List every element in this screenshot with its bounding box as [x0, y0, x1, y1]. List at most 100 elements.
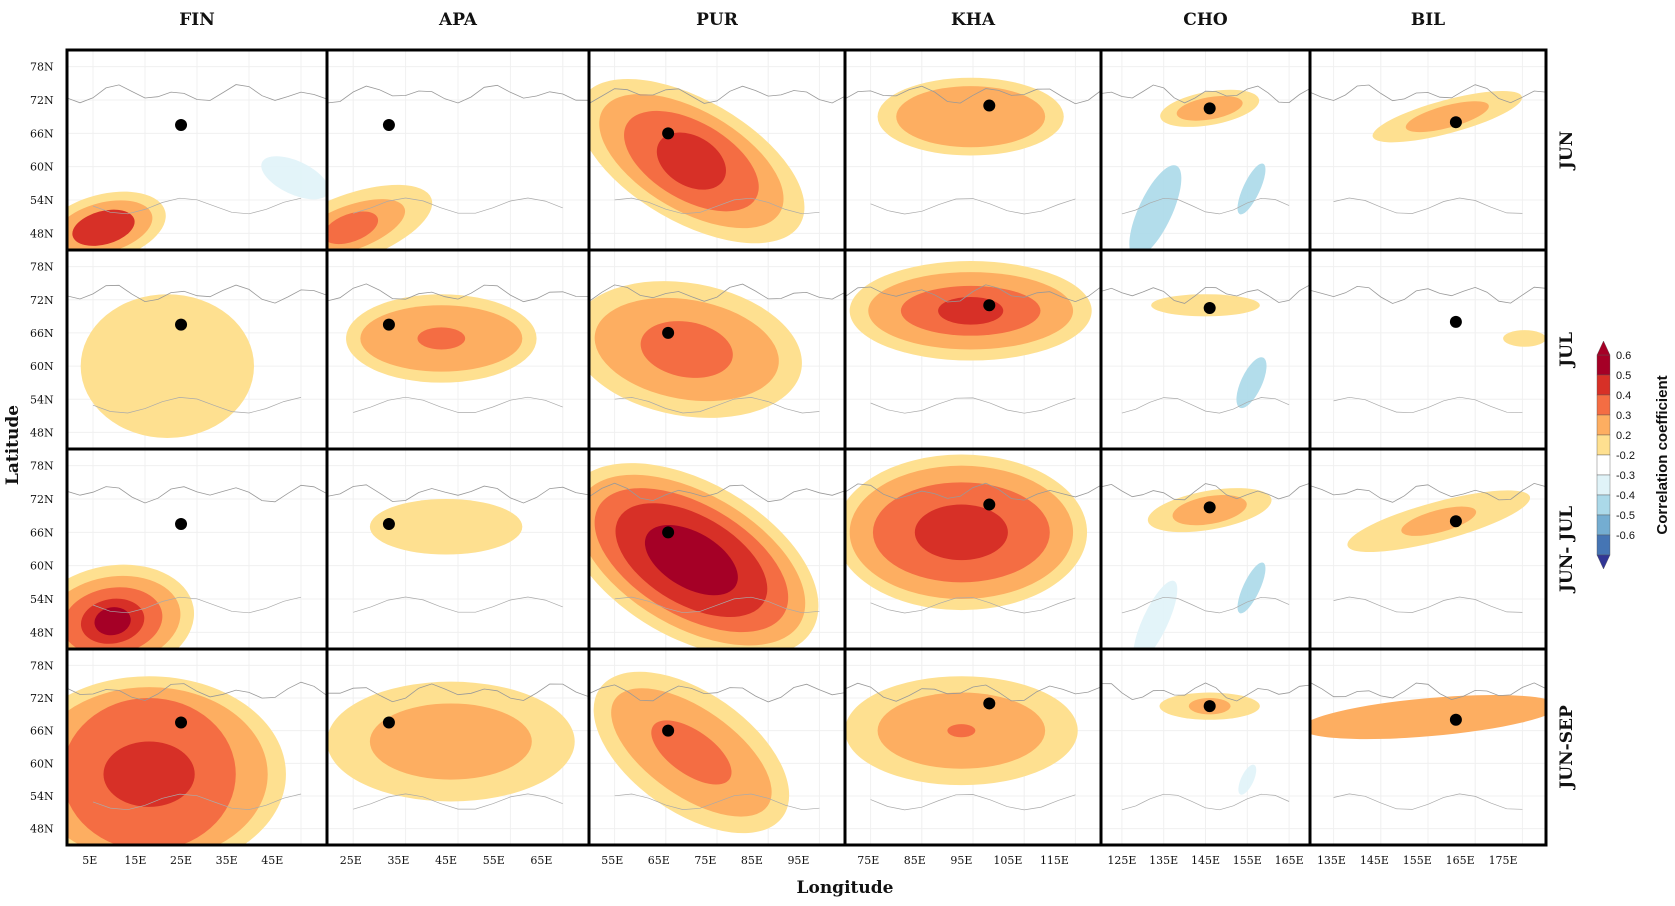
site-marker-fin	[175, 318, 188, 331]
colorbar-tick-label: 0.6	[1616, 350, 1631, 362]
map-panel-cho-row-3	[1101, 449, 1310, 649]
lat-tick-label: 66N	[30, 526, 54, 539]
colorbar-tick-label: 0.4	[1616, 390, 1631, 402]
colorbar-segment	[1596, 394, 1611, 416]
lon-tick-label: 45E	[435, 854, 457, 867]
map-panel-cho-row-2	[1101, 250, 1310, 449]
lat-tick-label: 78N	[30, 460, 54, 473]
site-marker-bil	[1449, 315, 1462, 328]
colorbar-tick-label: -0.2	[1616, 450, 1635, 462]
lat-tick-label: 78N	[30, 659, 54, 672]
lat-tick-label: 78N	[30, 61, 54, 74]
site-marker-pur	[662, 526, 675, 539]
lon-tick-label: 155E	[1403, 854, 1432, 867]
map-panel-apa-row-2	[327, 250, 589, 449]
map-panel-fin-row-2	[67, 250, 327, 449]
lon-tick-label: 55E	[483, 854, 505, 867]
site-marker-cho	[1203, 700, 1216, 713]
map-panel-fin-row-3	[67, 449, 327, 649]
colorbar-segment	[1596, 534, 1611, 556]
colorbar-tick-label: 0.3	[1616, 410, 1631, 422]
lon-tick-label: 105E	[993, 854, 1022, 867]
lon-tick-label: 25E	[340, 854, 362, 867]
colorbar: 0.6 0.5 0.4 0.3 0.2 -0.2 -0.3 -0.4 -0.5 -0.6 Corre…	[1596, 340, 1671, 570]
lon-tick-label: 165E	[1446, 854, 1475, 867]
lon-tick-label: 155E	[1233, 854, 1262, 867]
lat-tick-label: 72N	[30, 294, 54, 307]
lat-tick-label: 60N	[30, 360, 54, 373]
column-title-pur: PUR	[696, 10, 739, 30]
site-marker-apa	[382, 318, 395, 331]
lat-tick-label: 48N	[30, 426, 54, 439]
lon-tick-label: 75E	[857, 854, 879, 867]
row-title-4: JUN-SEP	[1557, 705, 1577, 791]
colorbar-tick-label: -0.6	[1616, 530, 1635, 542]
site-marker-apa	[382, 716, 395, 729]
site-marker-apa	[382, 119, 395, 131]
lon-tick-label: 85E	[904, 854, 926, 867]
site-marker-fin	[175, 119, 188, 131]
colorbar-tick-label: 0.5	[1616, 370, 1631, 382]
lon-tick-label: 95E	[950, 854, 972, 867]
lat-tick-label: 60N	[30, 757, 54, 770]
colorbar-tick-label: 0.2	[1616, 430, 1631, 442]
lat-tick-label: 66N	[30, 725, 54, 738]
site-marker-bil	[1449, 515, 1462, 528]
site-marker-kha	[983, 697, 996, 710]
map-panel-pur-row-1	[589, 50, 845, 250]
colorbar-segment	[1596, 454, 1611, 476]
site-marker-bil	[1449, 116, 1462, 129]
lon-tick-label: 25E	[170, 854, 192, 867]
map-panel-fin-row-4	[67, 649, 327, 845]
lon-tick-label: 175E	[1489, 854, 1518, 867]
lon-tick-label: 65E	[530, 854, 552, 867]
site-marker-cho	[1203, 302, 1216, 315]
colorbar-segment	[1596, 474, 1611, 496]
lon-tick-label: 95E	[787, 854, 809, 867]
lon-tick-label: 85E	[741, 854, 763, 867]
colorbar-segment	[1596, 434, 1611, 456]
lat-tick-label: 66N	[30, 327, 54, 340]
colorbar-title: Correlation coefficient	[1654, 375, 1671, 534]
map-panel-bil-row-3	[1310, 449, 1546, 649]
column-title-apa: APA	[438, 10, 478, 30]
map-panel-bil-row-2	[1310, 250, 1546, 449]
colorbar-segment	[1596, 374, 1611, 396]
x-axis-title: Longitude	[797, 878, 894, 898]
lat-tick-label: 54N	[30, 593, 54, 606]
lat-tick-label: 54N	[30, 194, 54, 207]
map-panel-apa-row-1	[327, 50, 589, 250]
site-marker-pur	[662, 724, 675, 737]
lon-tick-label: 145E	[1191, 854, 1220, 867]
longitude-tick-labels: 5E 15E 25E 35E 45E 25E 35E 45E 55E 65E 55E 65E 75E 85…	[82, 854, 1517, 867]
colorbar-segment	[1596, 354, 1611, 376]
site-marker-kha	[983, 498, 996, 511]
map-panel-kha-row-4	[845, 649, 1101, 845]
lat-tick-label: 78N	[30, 261, 54, 274]
lon-tick-label: 135E	[1149, 854, 1178, 867]
latitude-tick-labels: 78N 72N 66N 60N 54N 48N 78N 72N 66N 60N 54N 48N 78N 7…	[30, 61, 54, 836]
column-title-cho: CHO	[1183, 10, 1228, 30]
lon-tick-label: 55E	[601, 854, 623, 867]
lat-tick-label: 66N	[30, 127, 54, 140]
map-panel-pur-row-3	[589, 449, 845, 649]
site-marker-pur	[662, 326, 675, 339]
colorbar-segment	[1596, 414, 1611, 436]
colorbar-tick-label: -0.4	[1616, 490, 1635, 502]
row-titles: JUN JUL JUN- JUL JUN-SEP	[1557, 131, 1577, 791]
site-marker-cho	[1203, 501, 1216, 514]
map-panels	[65, 48, 1548, 847]
row-title-2: JUL	[1557, 332, 1577, 369]
site-marker-fin	[175, 518, 188, 530]
site-marker-kha	[983, 99, 996, 112]
map-panel-apa-row-4	[327, 649, 589, 845]
lon-tick-label: 115E	[1040, 854, 1069, 867]
colorbar-bottom-arrow	[1596, 554, 1611, 570]
map-panel-apa-row-3	[327, 449, 589, 649]
lat-tick-label: 54N	[30, 393, 54, 406]
panel-border	[1308, 647, 1548, 847]
colorbar-tick-label: -0.5	[1616, 510, 1635, 522]
lat-tick-label: 48N	[30, 823, 54, 836]
site-marker-bil	[1449, 713, 1462, 726]
